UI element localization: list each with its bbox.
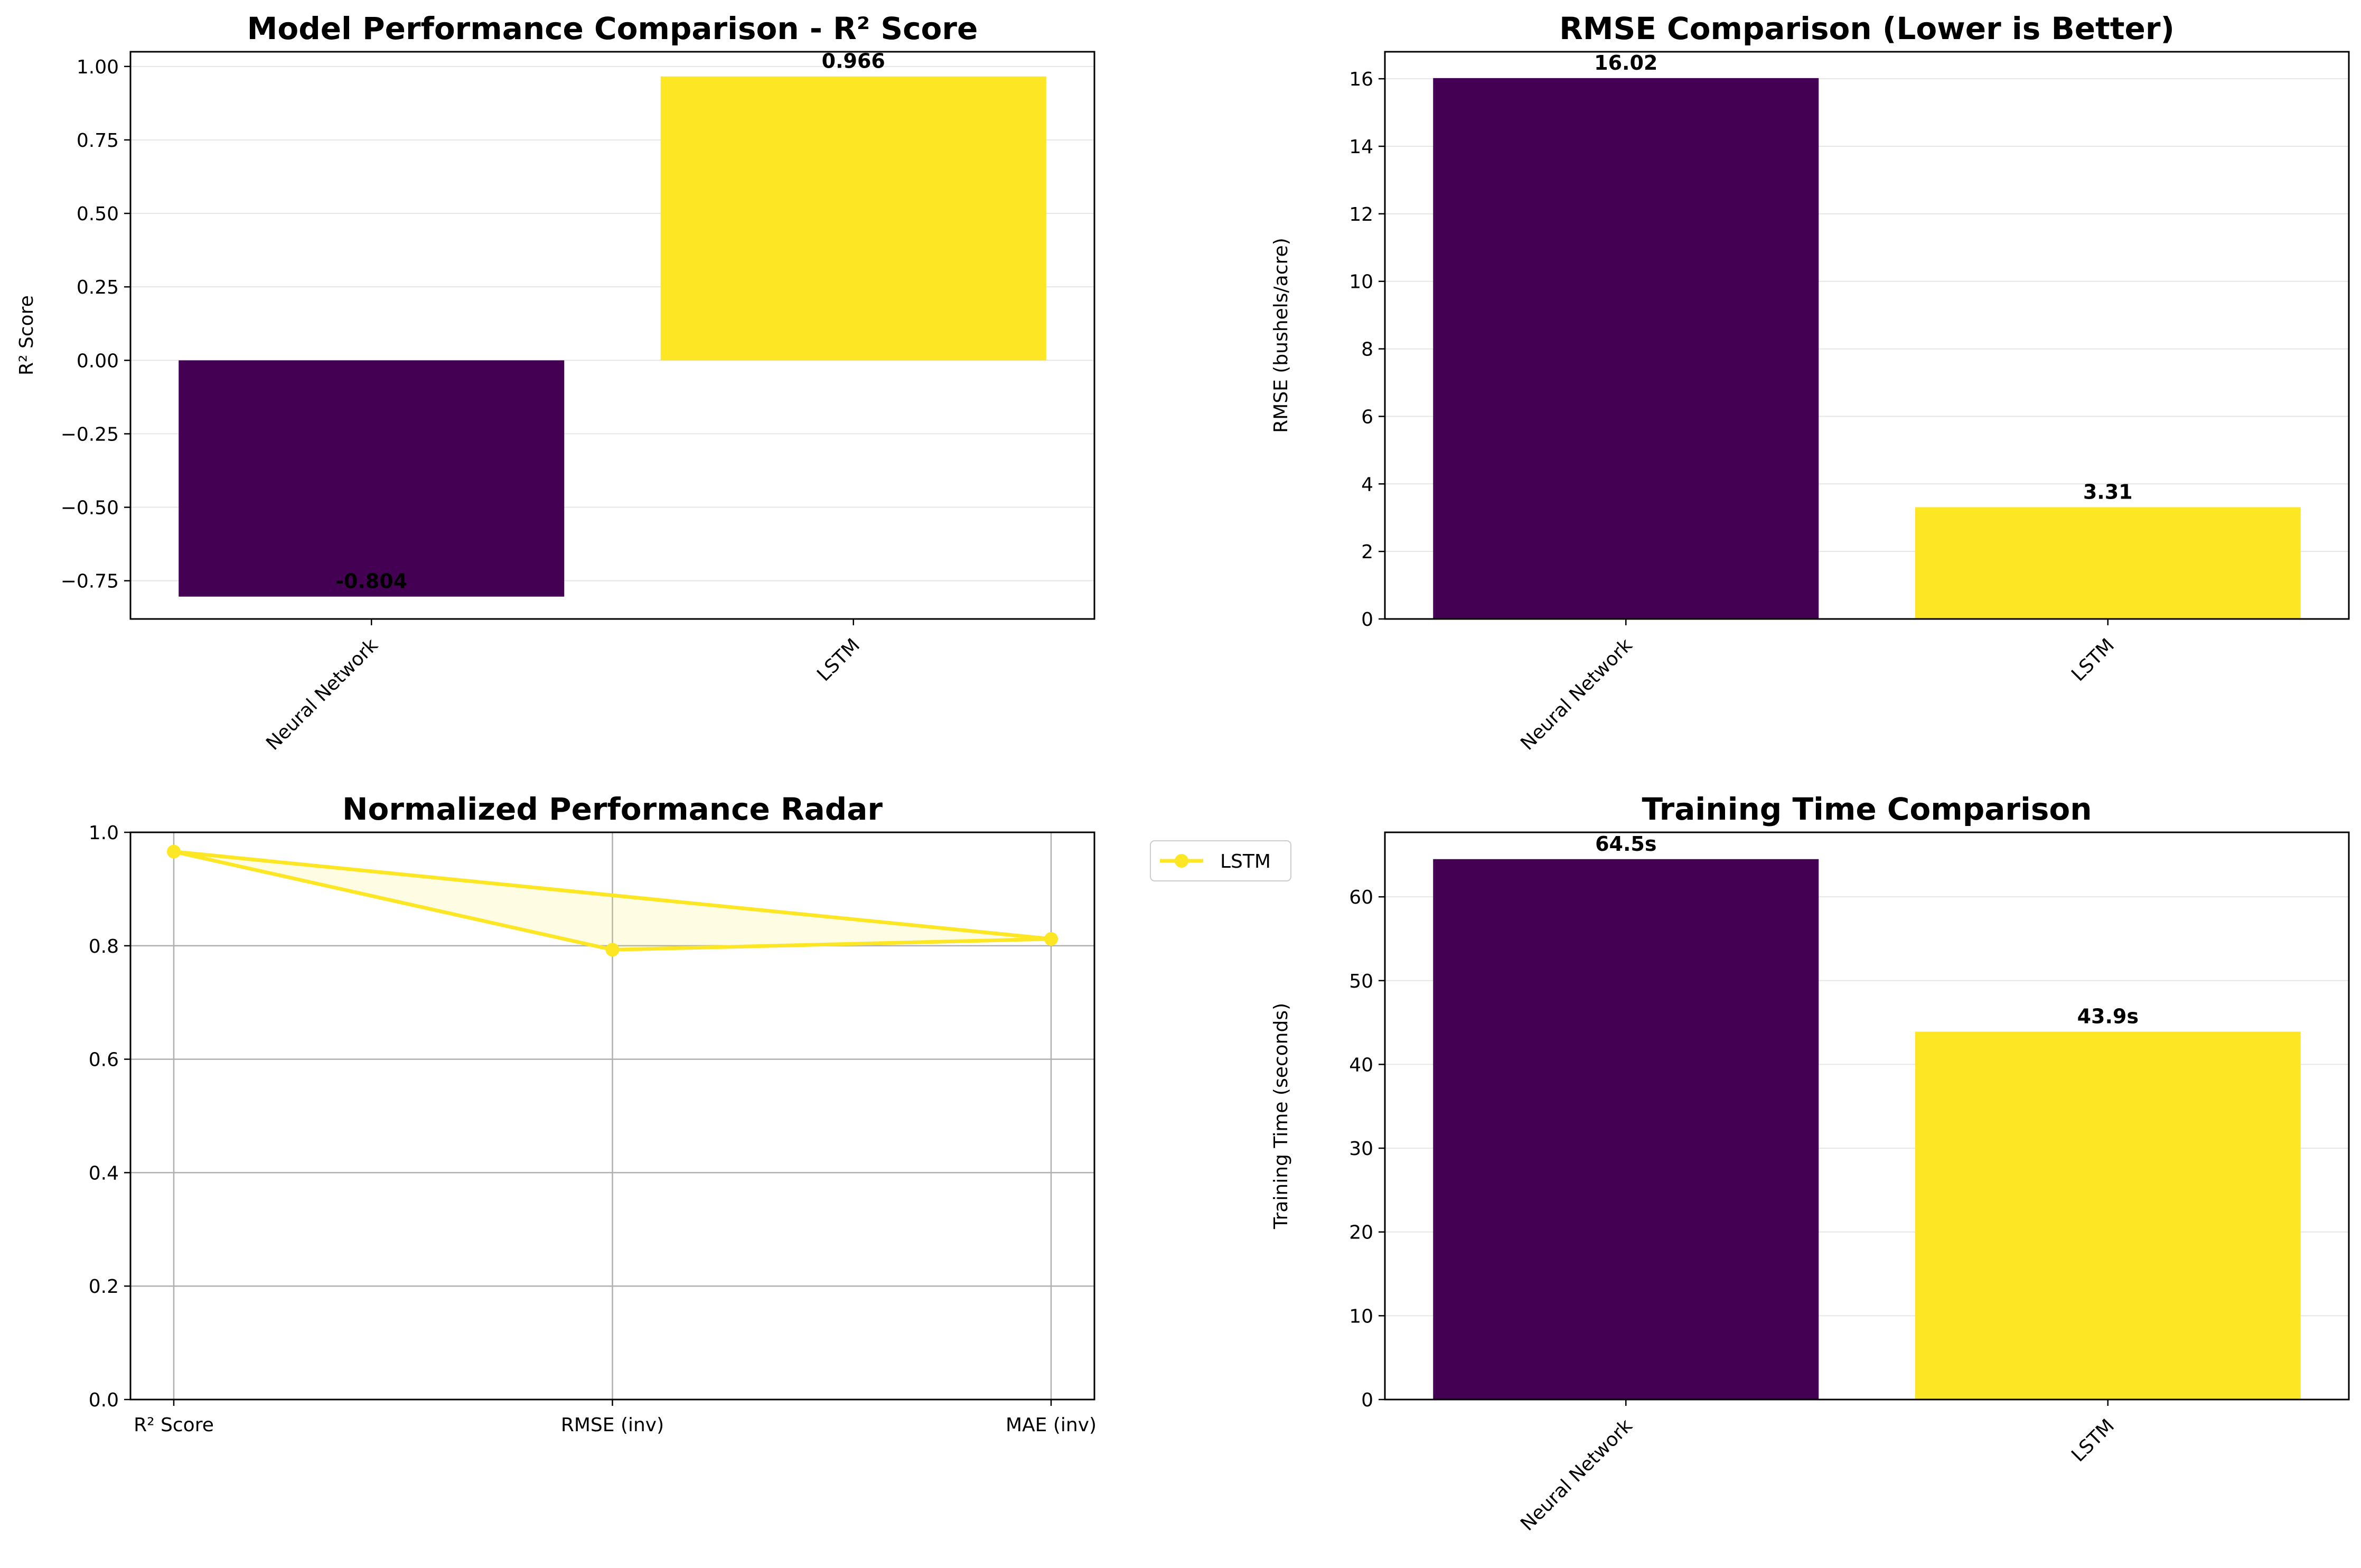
y-tick-label: 20 (1349, 1222, 1373, 1244)
legend-swatch-marker (1175, 854, 1188, 868)
y-tick-label: 10 (1349, 271, 1373, 293)
radar-fill (174, 851, 1051, 950)
chart-title: RMSE Comparison (Lower is Better) (1559, 11, 2175, 46)
bar (179, 360, 565, 597)
chart-title: Model Performance Comparison - R² Score (247, 11, 978, 46)
y-tick-label: 10 (1349, 1306, 1373, 1327)
bar-value-label: 43.9s (2077, 1005, 2139, 1028)
y-tick-label: 0.4 (89, 1162, 119, 1184)
y-tick-label: 0 (1361, 1389, 1373, 1411)
chart-title: Training Time Comparison (1642, 791, 2092, 827)
y-tick-label: 4 (1361, 474, 1373, 495)
y-tick-label: 2 (1361, 541, 1373, 563)
y-tick-label: 30 (1349, 1138, 1373, 1160)
axes-frame (1384, 831, 2350, 1401)
axes-frame (129, 51, 1095, 620)
y-tick-label: 0.2 (89, 1276, 119, 1298)
y-tick-label: 0.25 (77, 277, 119, 298)
legend-label: LSTM (1220, 851, 1271, 872)
y-tick-label: 0.8 (89, 936, 119, 957)
radar-point (1044, 932, 1058, 946)
y-tick-label: 12 (1349, 204, 1373, 226)
y-tick-label: 0.75 (77, 130, 119, 152)
bar (1915, 507, 2301, 619)
y-tick-label: 0.00 (77, 350, 119, 372)
chart-title: Normalized Performance Radar (342, 791, 883, 827)
rmse-panel: 0 2 4 6 8 10 12 14 16 RMSE Comparison (Lower is B… (1270, 11, 2350, 755)
y-tick-label: 8 (1361, 339, 1373, 361)
bar (1915, 1031, 2301, 1400)
bar (660, 76, 1046, 361)
radar-point (167, 844, 181, 859)
y-tick-label: −0.50 (61, 497, 119, 519)
radar-panel: 0.0 0.2 0.4 0.6 0.8 1.0 Normalized Performance… (89, 791, 1291, 1436)
bar-value-label: 16.02 (1594, 51, 1657, 74)
radar-line (173, 850, 1053, 952)
bar (1433, 859, 1819, 1400)
y-tick-label: −0.75 (61, 571, 119, 593)
bar-value-label: 3.31 (2083, 480, 2133, 503)
y-tick-label: 1.0 (89, 822, 119, 844)
radar-point (605, 943, 620, 957)
y-tick-label: 1.00 (77, 57, 119, 78)
bar-value-label: 0.966 (822, 50, 885, 73)
axes-frame (1384, 51, 2350, 620)
y-tick-label: 16 (1349, 69, 1373, 90)
x-tick-label: R² Score (134, 1414, 214, 1436)
legend-box (1150, 840, 1291, 881)
y-tick-label: 6 (1361, 406, 1373, 428)
y-tick-label: 14 (1349, 136, 1373, 158)
y-tick-label: 60 (1349, 887, 1373, 908)
y-axis-label: R² Score (16, 295, 38, 375)
y-tick-label: 0 (1361, 609, 1373, 631)
y-axis-label: Training Time (seconds) (1270, 1003, 1292, 1229)
y-tick-label: 40 (1349, 1054, 1373, 1076)
y-axis-label: RMSE (bushels/acre) (1270, 238, 1292, 433)
bar-value-label: 64.5s (1595, 832, 1656, 856)
legend: LSTM (1150, 840, 1291, 881)
bar (1433, 78, 1819, 619)
y-tick-label: 0.0 (89, 1389, 119, 1411)
r2-score-panel: −0.75 −0.50 −0.25 0.00 0.25 0.50 0.75 1.00 Model… (16, 11, 1095, 755)
bar-value-label: -0.804 (335, 570, 407, 593)
x-tick-label: MAE (inv) (1006, 1414, 1097, 1436)
y-tick-label: 50 (1349, 971, 1373, 992)
y-tick-label: 0.50 (77, 203, 119, 225)
y-tick-label: −0.25 (61, 424, 119, 445)
y-tick-label: 0.6 (89, 1049, 119, 1071)
x-tick-label: RMSE (inv) (561, 1414, 664, 1436)
